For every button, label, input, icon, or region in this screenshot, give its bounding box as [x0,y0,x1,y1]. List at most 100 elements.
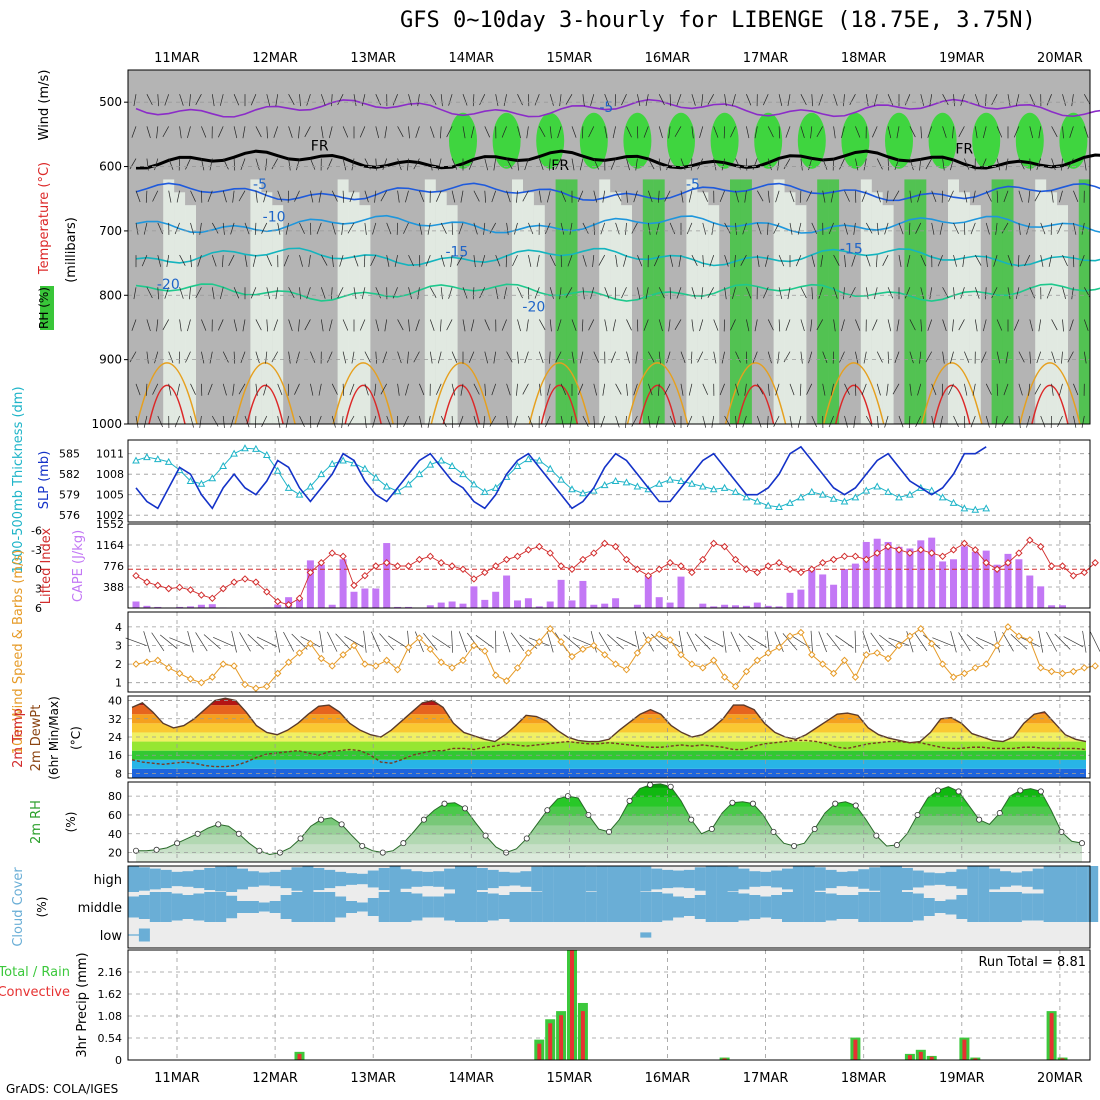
wind-barb [711,222,715,235]
wind-barb [1051,319,1058,331]
wind-barb [702,383,709,395]
cloud-cell-high [476,867,488,891]
wind-barb [266,287,271,300]
pressure-tick: 1000 [91,417,122,431]
lifted-index-point [415,555,424,564]
run-total: Run Total = 8.81 [978,955,1086,970]
date-tick-top: 13MAR [350,51,396,66]
wind-barb [201,351,205,364]
cloud-cell-middle [553,892,565,922]
rh-band [136,833,1082,845]
wind-barb [415,319,420,331]
wind-barb [756,415,762,428]
wind-barb [397,383,400,396]
wind-barb [626,319,632,331]
cloud-cell-middle [771,895,783,919]
thickness-point [371,473,380,481]
temp-tick: 16 [108,749,122,762]
wind-barb [904,287,911,299]
surface-wind-barb [1010,634,1028,650]
wind-barb [680,158,686,170]
wind-barb [375,319,380,332]
wind-speed-point [295,649,304,657]
cloud-cell-high [324,869,336,889]
wind-barb [571,126,577,138]
wind-barb [849,94,856,105]
thickness-point [153,455,162,463]
lifted-index-point [884,542,892,551]
cloud-cell-high [989,868,1001,890]
pressure-tick: 800 [99,288,122,302]
thickness-point [720,483,729,491]
wind-barb [752,158,758,170]
cape-bar [590,604,598,608]
wind-barb [1034,383,1042,395]
wind-barb [263,190,268,203]
cloud-cell-high [836,871,848,887]
lifted-index-point [1080,568,1089,577]
cloud-cell-high [204,867,216,891]
temp-band [132,705,1086,715]
lifted-index-point [633,565,642,573]
lifted-index-point [862,555,871,564]
wind-barb [658,190,660,203]
surface-wind-barb [546,631,554,653]
wind-barb [626,383,628,396]
wind-barb [285,222,289,235]
wind-barb [666,351,671,364]
wind-barb [799,383,802,396]
rh-dry-column [773,179,785,424]
cloud-cell-middle [738,893,750,921]
wind-barb [719,190,725,202]
cloud-cell-middle [247,901,259,913]
wind-speed-point [328,662,336,670]
wind-barb [261,222,268,234]
cape-bar [426,605,434,608]
cloud-cell-middle [291,892,303,922]
cloud-cell-middle [389,892,401,922]
cloud-cell-middle [564,892,575,922]
wind-barb [896,319,900,332]
wind-barb [756,255,760,267]
surface-wind-barb [283,631,295,652]
wind-barb [699,126,704,138]
wind-barb [277,190,283,203]
lifted-index-point [154,581,162,590]
wind-barb [1007,254,1013,267]
wind-speed-point [775,643,783,652]
wind-barb [1038,126,1042,139]
cape-bar [982,550,990,608]
wind-barb [374,383,377,396]
cloud-cell-high [160,869,172,889]
thickness-axis-label: 1000-500mb Thickness (dm) [11,386,26,573]
wind-barb [166,255,170,267]
wind-panel-label: 10m Wind Speed & Barbs (m/s) [11,550,26,755]
cloud-cell-middle [1087,892,1099,922]
wind-barb [767,351,772,364]
surface-wind-barb [371,631,381,652]
wind-barb [1015,287,1020,300]
surface-wind-barb [598,632,611,652]
cloud-cell-high [389,866,401,892]
thickness-point [361,464,369,472]
wind-barb [250,94,257,106]
wind-barb [1061,158,1063,171]
wind-barb [458,222,464,235]
wind-barb [207,190,213,203]
wind-barb [1040,255,1044,267]
wind-barb [273,319,279,331]
wind-barb [296,351,300,364]
thickness-point [742,493,751,501]
thickness-point [600,481,609,489]
wind-speed-point [895,641,903,650]
rh-dry-column [446,205,458,424]
surface-wind-barb [835,635,854,649]
wind-speed-point [339,651,347,659]
wind-speed-point [677,651,685,659]
wind-barb [408,254,414,267]
cloud-cell-high [171,871,183,887]
wind-barb [233,287,240,299]
wind-barb [843,94,845,107]
wind-barb [1038,319,1042,332]
thickness-point [655,479,664,487]
